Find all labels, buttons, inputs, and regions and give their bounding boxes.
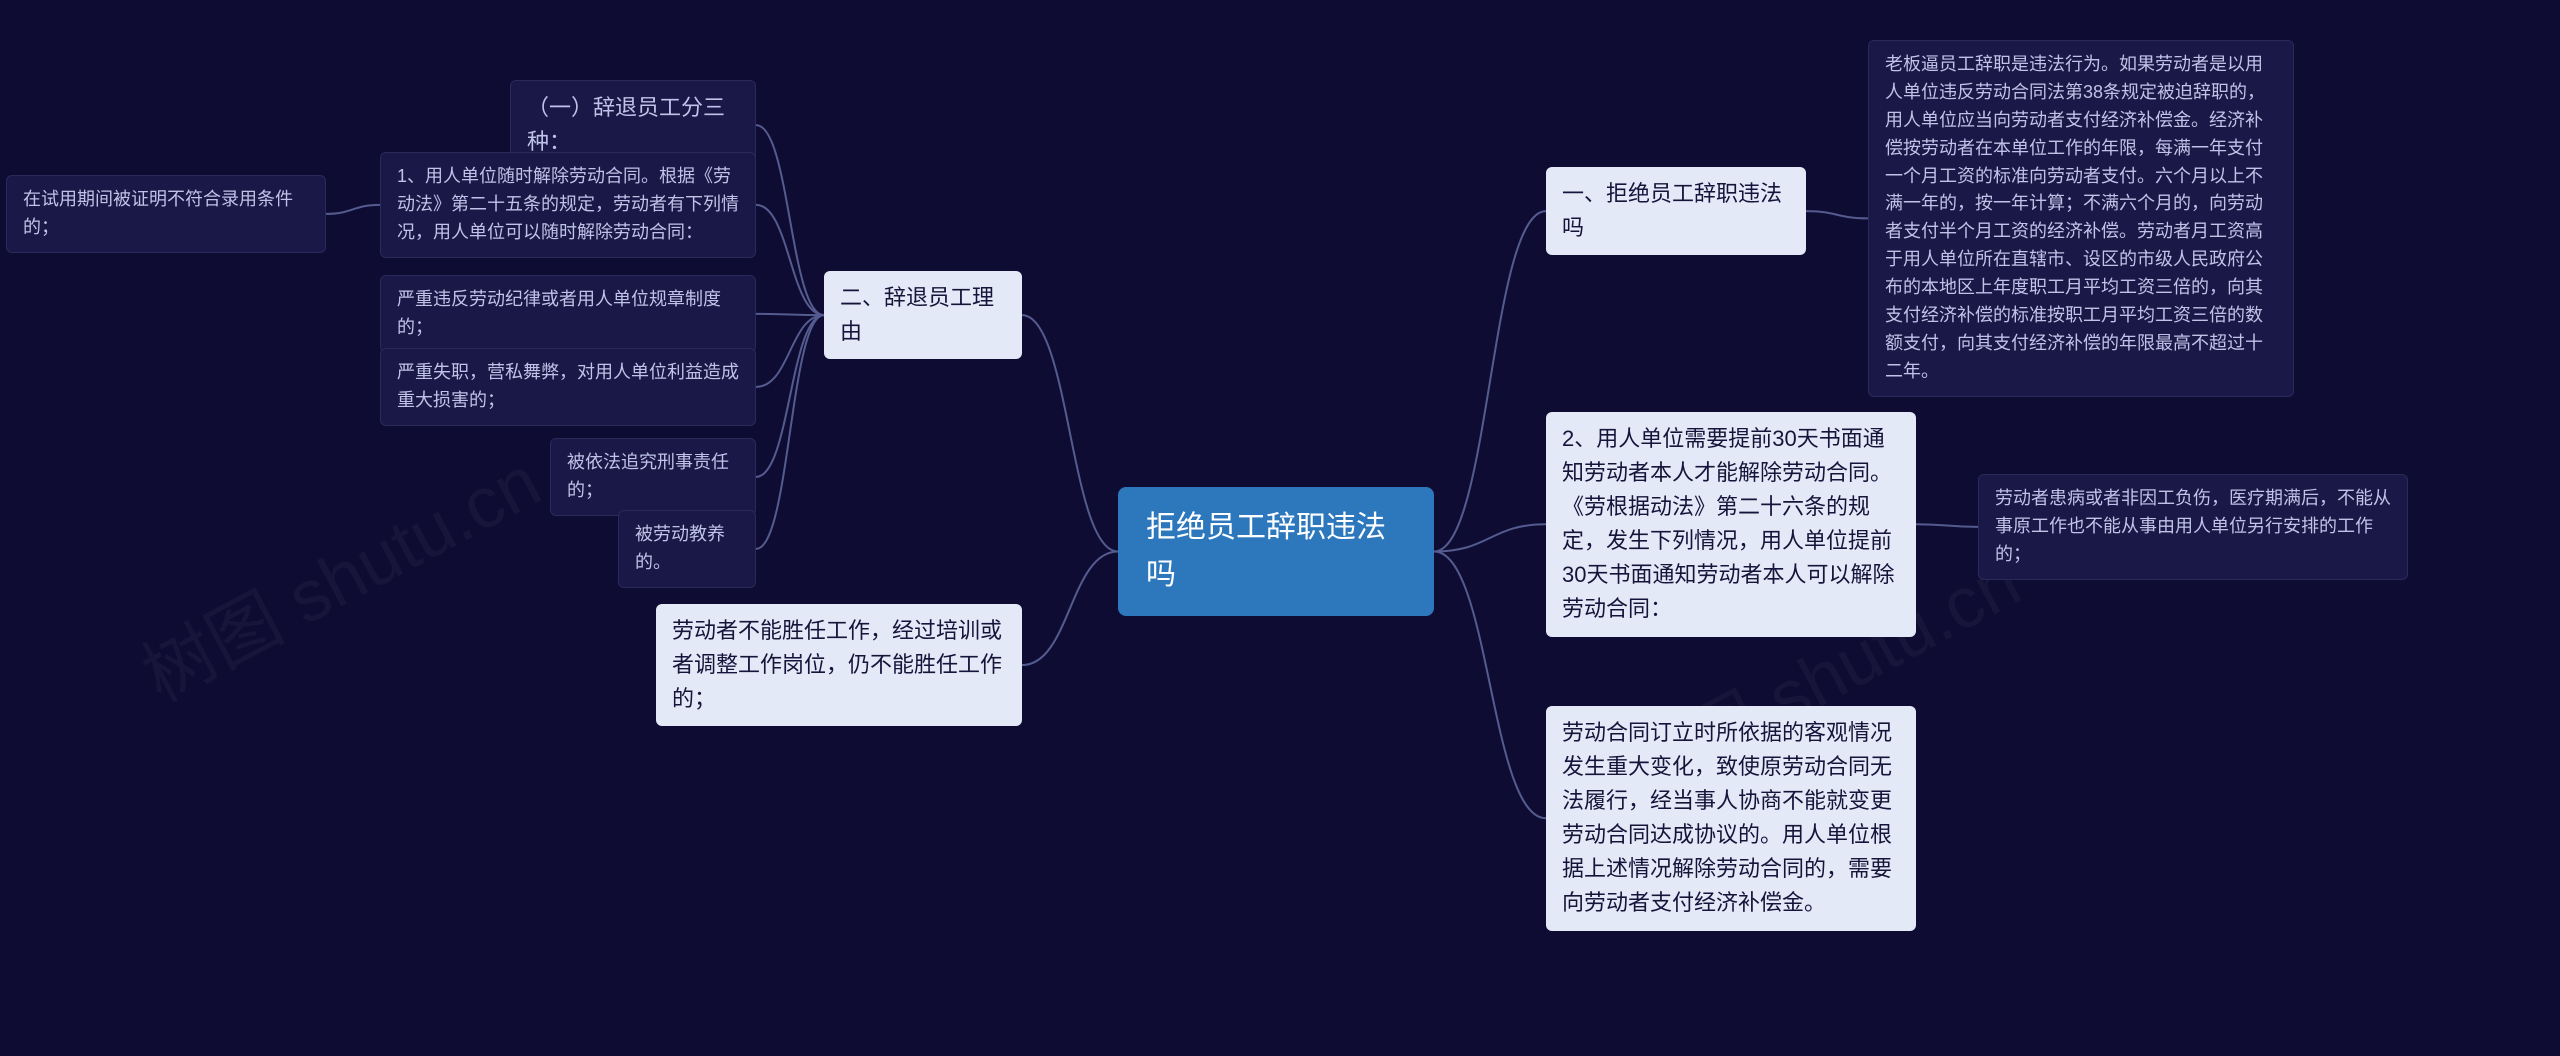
watermark-1: 树图 shutu.cn xyxy=(121,424,555,721)
node-r1a[interactable]: 老板逼员工辞职是违法行为。如果劳动者是以用人单位违反劳动合同法第38条规定被迫辞… xyxy=(1868,40,2294,397)
node-l1e[interactable]: 被依法追究刑事责任的； xyxy=(550,438,756,516)
node-l1[interactable]: 二、辞退员工理由 xyxy=(824,271,1022,359)
node-r1[interactable]: 一、拒绝员工辞职违法吗 xyxy=(1546,167,1806,255)
node-l1c[interactable]: 严重违反劳动纪律或者用人单位规章制度的； xyxy=(380,275,756,353)
node-l2[interactable]: 劳动者不能胜任工作，经过培训或者调整工作岗位，仍不能胜任工作的； xyxy=(656,604,1022,726)
node-r3[interactable]: 劳动合同订立时所依据的客观情况发生重大变化，致使原劳动合同无法履行，经当事人协商… xyxy=(1546,706,1916,931)
node-l1d[interactable]: 严重失职，营私舞弊，对用人单位利益造成重大损害的； xyxy=(380,348,756,426)
node-r2a[interactable]: 劳动者患病或者非因工负伤，医疗期满后，不能从事原工作也不能从事由用人单位另行安排… xyxy=(1978,474,2408,580)
node-l1f[interactable]: 被劳动教养的。 xyxy=(618,510,756,588)
node-l1b[interactable]: 1、用人单位随时解除劳动合同。根据《劳动法》第二十五条的规定，劳动者有下列情况，… xyxy=(380,152,756,258)
root-node[interactable]: 拒绝员工辞职违法吗 xyxy=(1118,487,1434,616)
node-r2[interactable]: 2、用人单位需要提前30天书面通知劳动者本人才能解除劳动合同。《劳根据动法》第二… xyxy=(1546,412,1916,637)
node-l1b1[interactable]: 在试用期间被证明不符合录用条件的； xyxy=(6,175,326,253)
